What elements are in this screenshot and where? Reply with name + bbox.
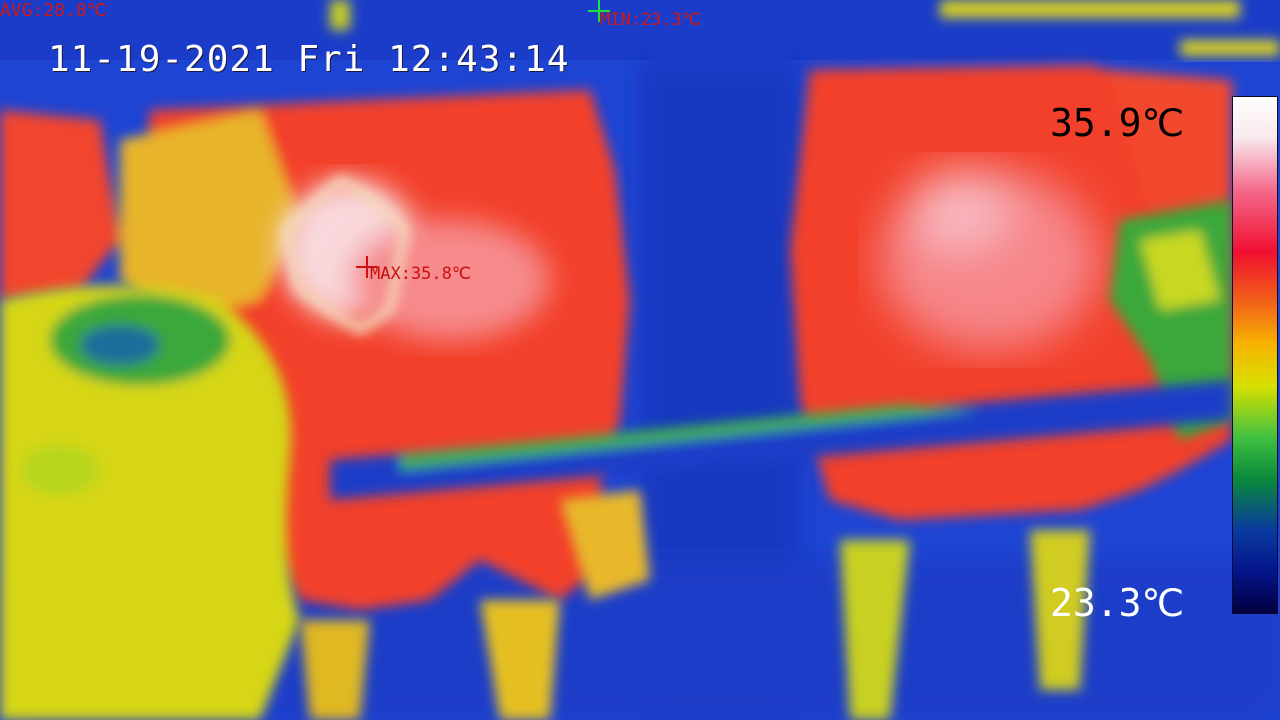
min-temperature-readout: MIN:23.3℃ — [600, 10, 701, 30]
min-crosshair-icon — [588, 0, 610, 22]
average-temperature-readout: AVG:28.8℃ — [0, 0, 107, 21]
scale-min-label: 23.3℃ — [1050, 581, 1185, 625]
max-crosshair-icon — [356, 256, 378, 278]
scale-max-label: 35.9℃ — [1050, 101, 1185, 145]
temperature-color-scale — [1232, 96, 1278, 614]
timestamp: 11-19-2021 Fri 12:43:14 — [48, 39, 570, 80]
max-temperature-readout: MAX:35.8℃ — [370, 264, 471, 284]
